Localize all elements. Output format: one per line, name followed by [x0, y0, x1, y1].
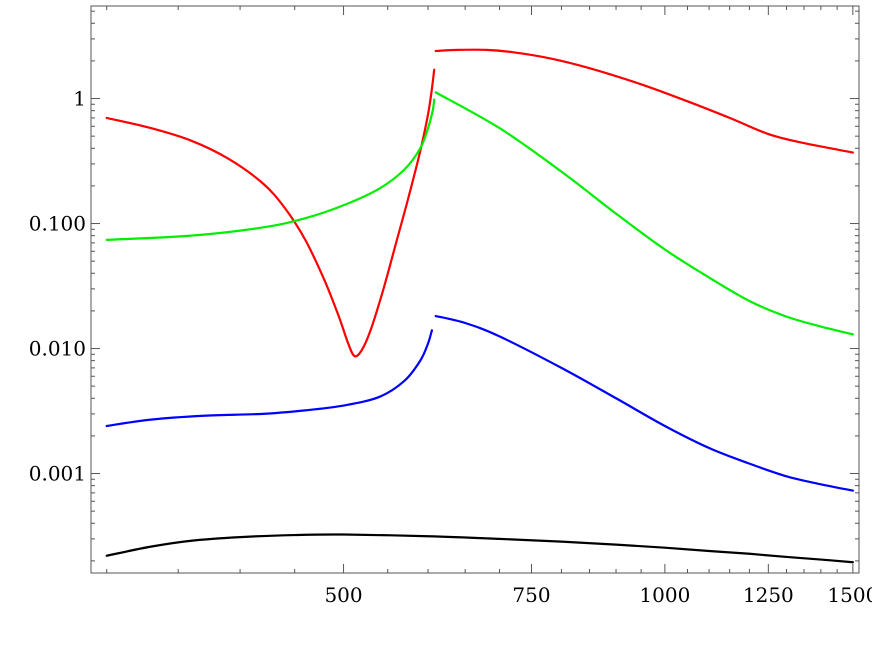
series-2-segment-1	[434, 314, 854, 492]
x-tick-label: 750	[512, 583, 550, 607]
ticks-layer	[91, 6, 859, 573]
y-tick-label: 0.100	[29, 212, 86, 236]
y-tick-label: 0.010	[29, 337, 86, 361]
series-3-segment-0	[105, 533, 854, 564]
x-tick-label: 1250	[743, 583, 794, 607]
y-tick-label: 1	[73, 87, 86, 111]
x-tick-label: 500	[324, 583, 362, 607]
series-0-segment-1	[434, 48, 854, 154]
series-1-segment-1	[434, 91, 854, 336]
x-tick-label: 1000	[639, 583, 690, 607]
series-1-segment-0	[105, 98, 436, 241]
series-0-segment-0	[105, 68, 436, 358]
series-layer	[105, 48, 854, 564]
plot-frame	[90, 5, 860, 574]
series-2-segment-0	[105, 329, 434, 428]
y-tick-label: 0.001	[29, 462, 86, 486]
x-tick-label: 1500	[827, 583, 872, 607]
